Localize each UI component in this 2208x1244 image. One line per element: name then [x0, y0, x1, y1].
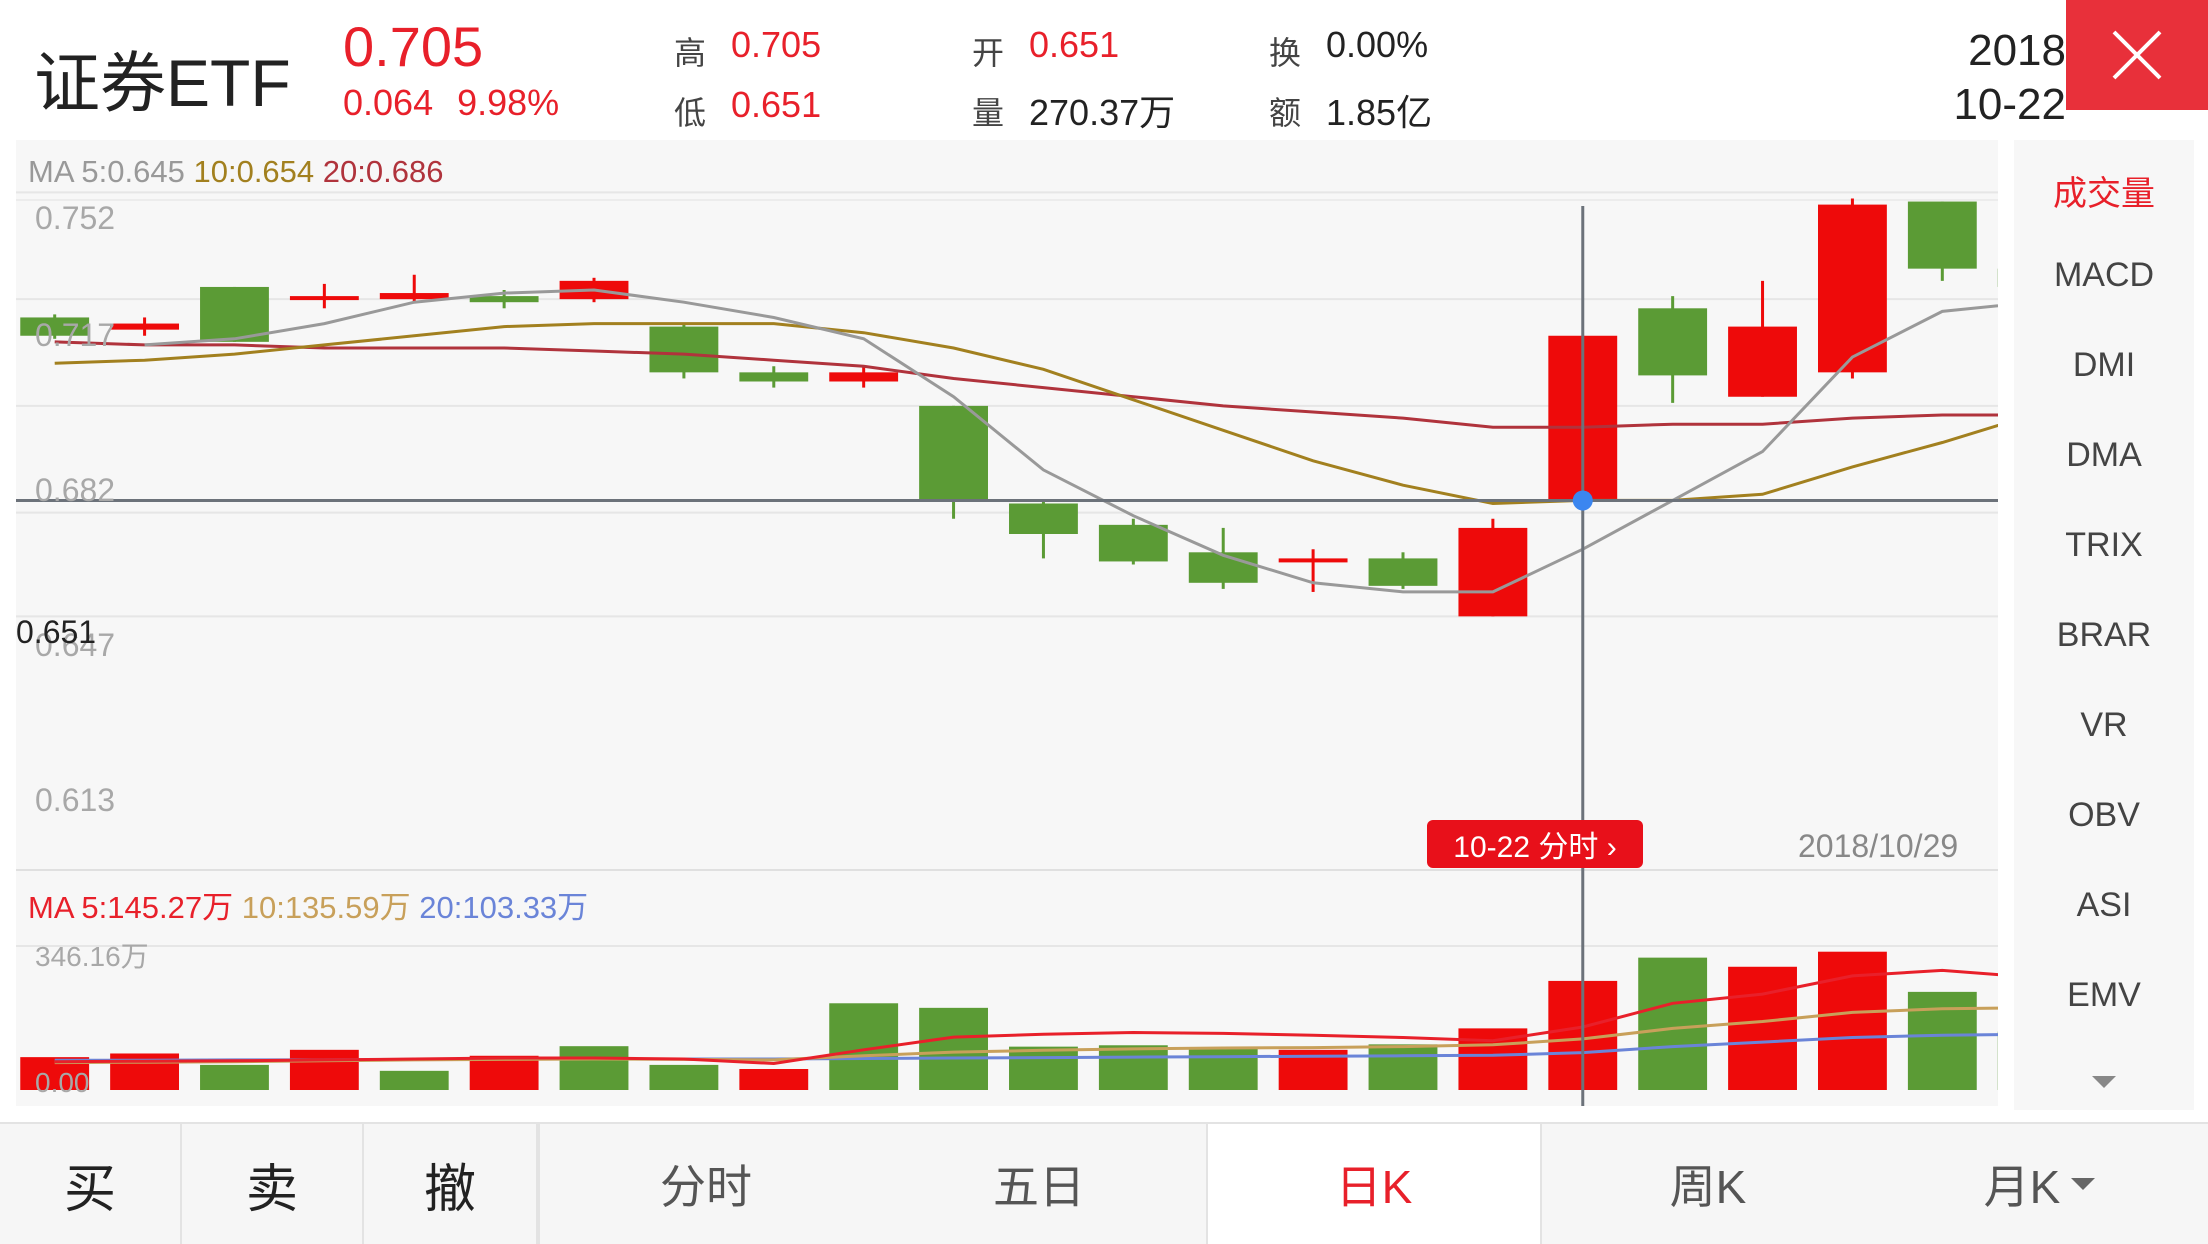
- indicator-vr[interactable]: VR: [2014, 706, 2194, 745]
- amount-label: 额: [1269, 88, 1301, 134]
- indicator-brar[interactable]: BRAR: [2014, 616, 2194, 655]
- volume-bar: [649, 1065, 718, 1090]
- volume-bar: [1638, 958, 1707, 1090]
- candle-body: [1009, 504, 1078, 535]
- candle-body: [919, 406, 988, 501]
- low-value: 0.651: [731, 84, 821, 126]
- kline-chart[interactable]: [16, 140, 1998, 1106]
- volume-ytick-top: 346.16万: [35, 935, 149, 975]
- candle-body: [739, 372, 808, 381]
- indicator-volume[interactable]: 成交量: [2014, 166, 2194, 215]
- low-label: 低: [674, 88, 706, 134]
- volume-bar: [1908, 992, 1977, 1090]
- candle-body: [1369, 558, 1438, 585]
- last-date-label: 2018/10/29: [1798, 828, 1958, 865]
- volume-ytick-bottom: 0.00: [35, 1067, 90, 1099]
- volume-bar: [1818, 952, 1887, 1090]
- price-ytick-1: 0.717: [35, 317, 115, 354]
- tab-monthly-k[interactable]: 月K: [1874, 1124, 2208, 1244]
- cancel-order-button[interactable]: 撤: [364, 1124, 538, 1244]
- volume-bar: [560, 1046, 629, 1090]
- open-label: 开: [972, 28, 1004, 74]
- turnover-label: 换: [1269, 28, 1301, 74]
- bottom-bar: 买 卖 撤 分时 五日 日K 周K 月K: [0, 1122, 2208, 1244]
- volume-value: 270.37万: [1029, 84, 1175, 136]
- candle-body: [1458, 528, 1527, 616]
- tab-weekly-k[interactable]: 周K: [1540, 1124, 1874, 1244]
- volume-bar: [919, 1008, 988, 1090]
- volume-bar: [380, 1071, 449, 1090]
- indicator-macd[interactable]: MACD: [2014, 256, 2194, 295]
- change-amount: 0.064: [343, 82, 433, 123]
- high-label: 高: [674, 28, 706, 74]
- price-change: 0.064 9.98%: [343, 82, 583, 124]
- price-ytick-4: 0.613: [35, 782, 115, 819]
- high-value: 0.705: [731, 24, 821, 66]
- indicator-emv[interactable]: EMV: [2014, 976, 2194, 1015]
- candle-body: [380, 293, 449, 299]
- date-year: 2018: [1906, 26, 2066, 76]
- candle-body: [1279, 558, 1348, 562]
- indicator-dma[interactable]: DMA: [2014, 436, 2194, 475]
- candle-body: [829, 372, 898, 381]
- indicator-asi[interactable]: ASI: [2014, 886, 2194, 925]
- volume-bar: [1728, 967, 1797, 1090]
- intraday-link-tag[interactable]: 10-22 分时 ›: [1427, 820, 1643, 868]
- crosshair-price-label: 0.651: [16, 614, 96, 651]
- amount-value: 1.85亿: [1326, 84, 1432, 136]
- current-price: 0.705: [343, 14, 483, 79]
- candle-body: [1908, 202, 1977, 269]
- indicator-trix[interactable]: TRIX: [2014, 526, 2194, 565]
- buy-button[interactable]: 买: [0, 1124, 182, 1244]
- candle-body: [110, 324, 179, 330]
- tab-daily-k[interactable]: 日K: [1206, 1124, 1540, 1244]
- caret-down-icon[interactable]: [2088, 1072, 2120, 1090]
- stock-name: 证券ETF: [34, 30, 291, 126]
- open-value: 0.651: [1029, 24, 1119, 66]
- date-month-day: 10-22: [1906, 80, 2066, 130]
- turnover-value: 0.00%: [1326, 24, 1428, 66]
- crosshair-point: [1573, 490, 1593, 510]
- close-icon: [2066, 0, 2208, 110]
- volume-bar: [1189, 1048, 1258, 1090]
- price-ytick-2: 0.682: [35, 472, 115, 509]
- volume-bar: [1009, 1047, 1078, 1090]
- volume-bar: [290, 1050, 359, 1090]
- indicator-obv[interactable]: OBV: [2014, 796, 2194, 835]
- volume-label: 量: [972, 88, 1004, 134]
- change-percent: 9.98%: [457, 82, 559, 123]
- close-button[interactable]: [2066, 0, 2208, 110]
- candle-body: [649, 327, 718, 373]
- chart-area[interactable]: MA 5:0.645 10:0.654 20:0.686 MA 5:145.27…: [16, 140, 1998, 1106]
- candle-body: [290, 296, 359, 300]
- tab-intraday[interactable]: 分时: [538, 1124, 872, 1244]
- candle-body: [1728, 327, 1797, 397]
- tab-monthly-k-label: 月K: [1984, 1151, 2061, 1217]
- indicator-dmi[interactable]: DMI: [2014, 346, 2194, 385]
- volume-bar: [739, 1069, 808, 1090]
- indicator-panel: 成交量 MACD DMI DMA TRIX BRAR VR OBV ASI EM…: [2014, 140, 2194, 1110]
- volume-bar: [200, 1065, 269, 1090]
- candle-body: [1638, 308, 1707, 375]
- volume-bar: [1369, 1044, 1438, 1090]
- caret-down-icon: [2068, 1174, 2098, 1194]
- sell-button[interactable]: 卖: [182, 1124, 364, 1244]
- candle-body: [1818, 205, 1887, 373]
- quote-header: 证券ETF 0.705 0.064 9.98% 高 0.705 低 0.651 开…: [0, 0, 2208, 140]
- price-ytick-0: 0.752: [35, 200, 115, 237]
- volume-bar: [1099, 1045, 1168, 1090]
- candle-body: [1099, 525, 1168, 562]
- tab-five-day[interactable]: 五日: [872, 1124, 1206, 1244]
